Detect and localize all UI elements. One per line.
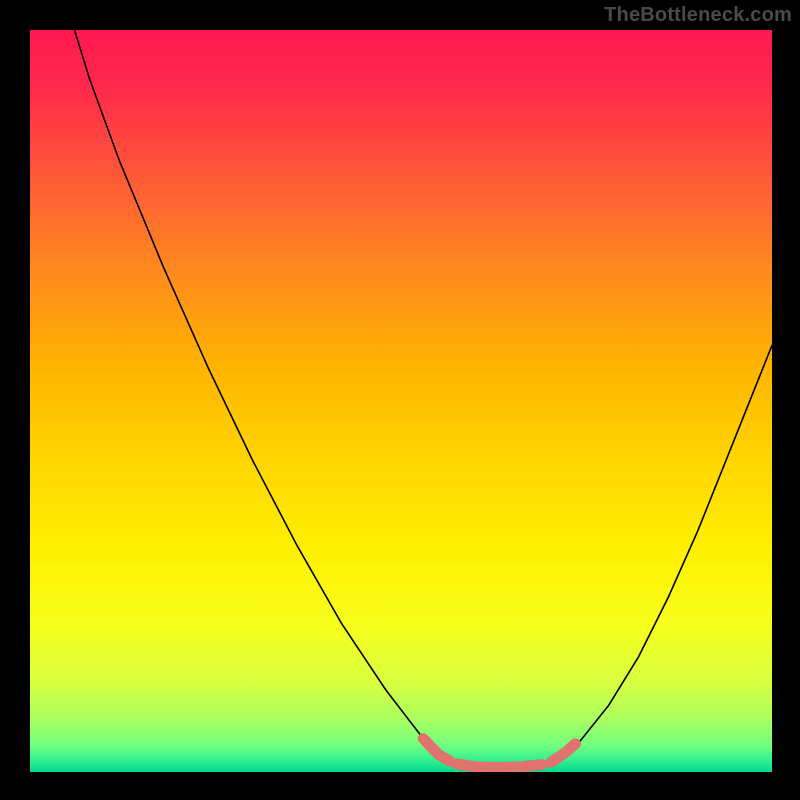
chart-svg — [30, 30, 772, 772]
plot-background — [30, 30, 772, 772]
chart-container: TheBottleneck.com — [0, 0, 800, 800]
plot-area — [30, 30, 772, 772]
watermark-text: TheBottleneck.com — [604, 4, 792, 27]
highlight-segment — [457, 764, 542, 768]
